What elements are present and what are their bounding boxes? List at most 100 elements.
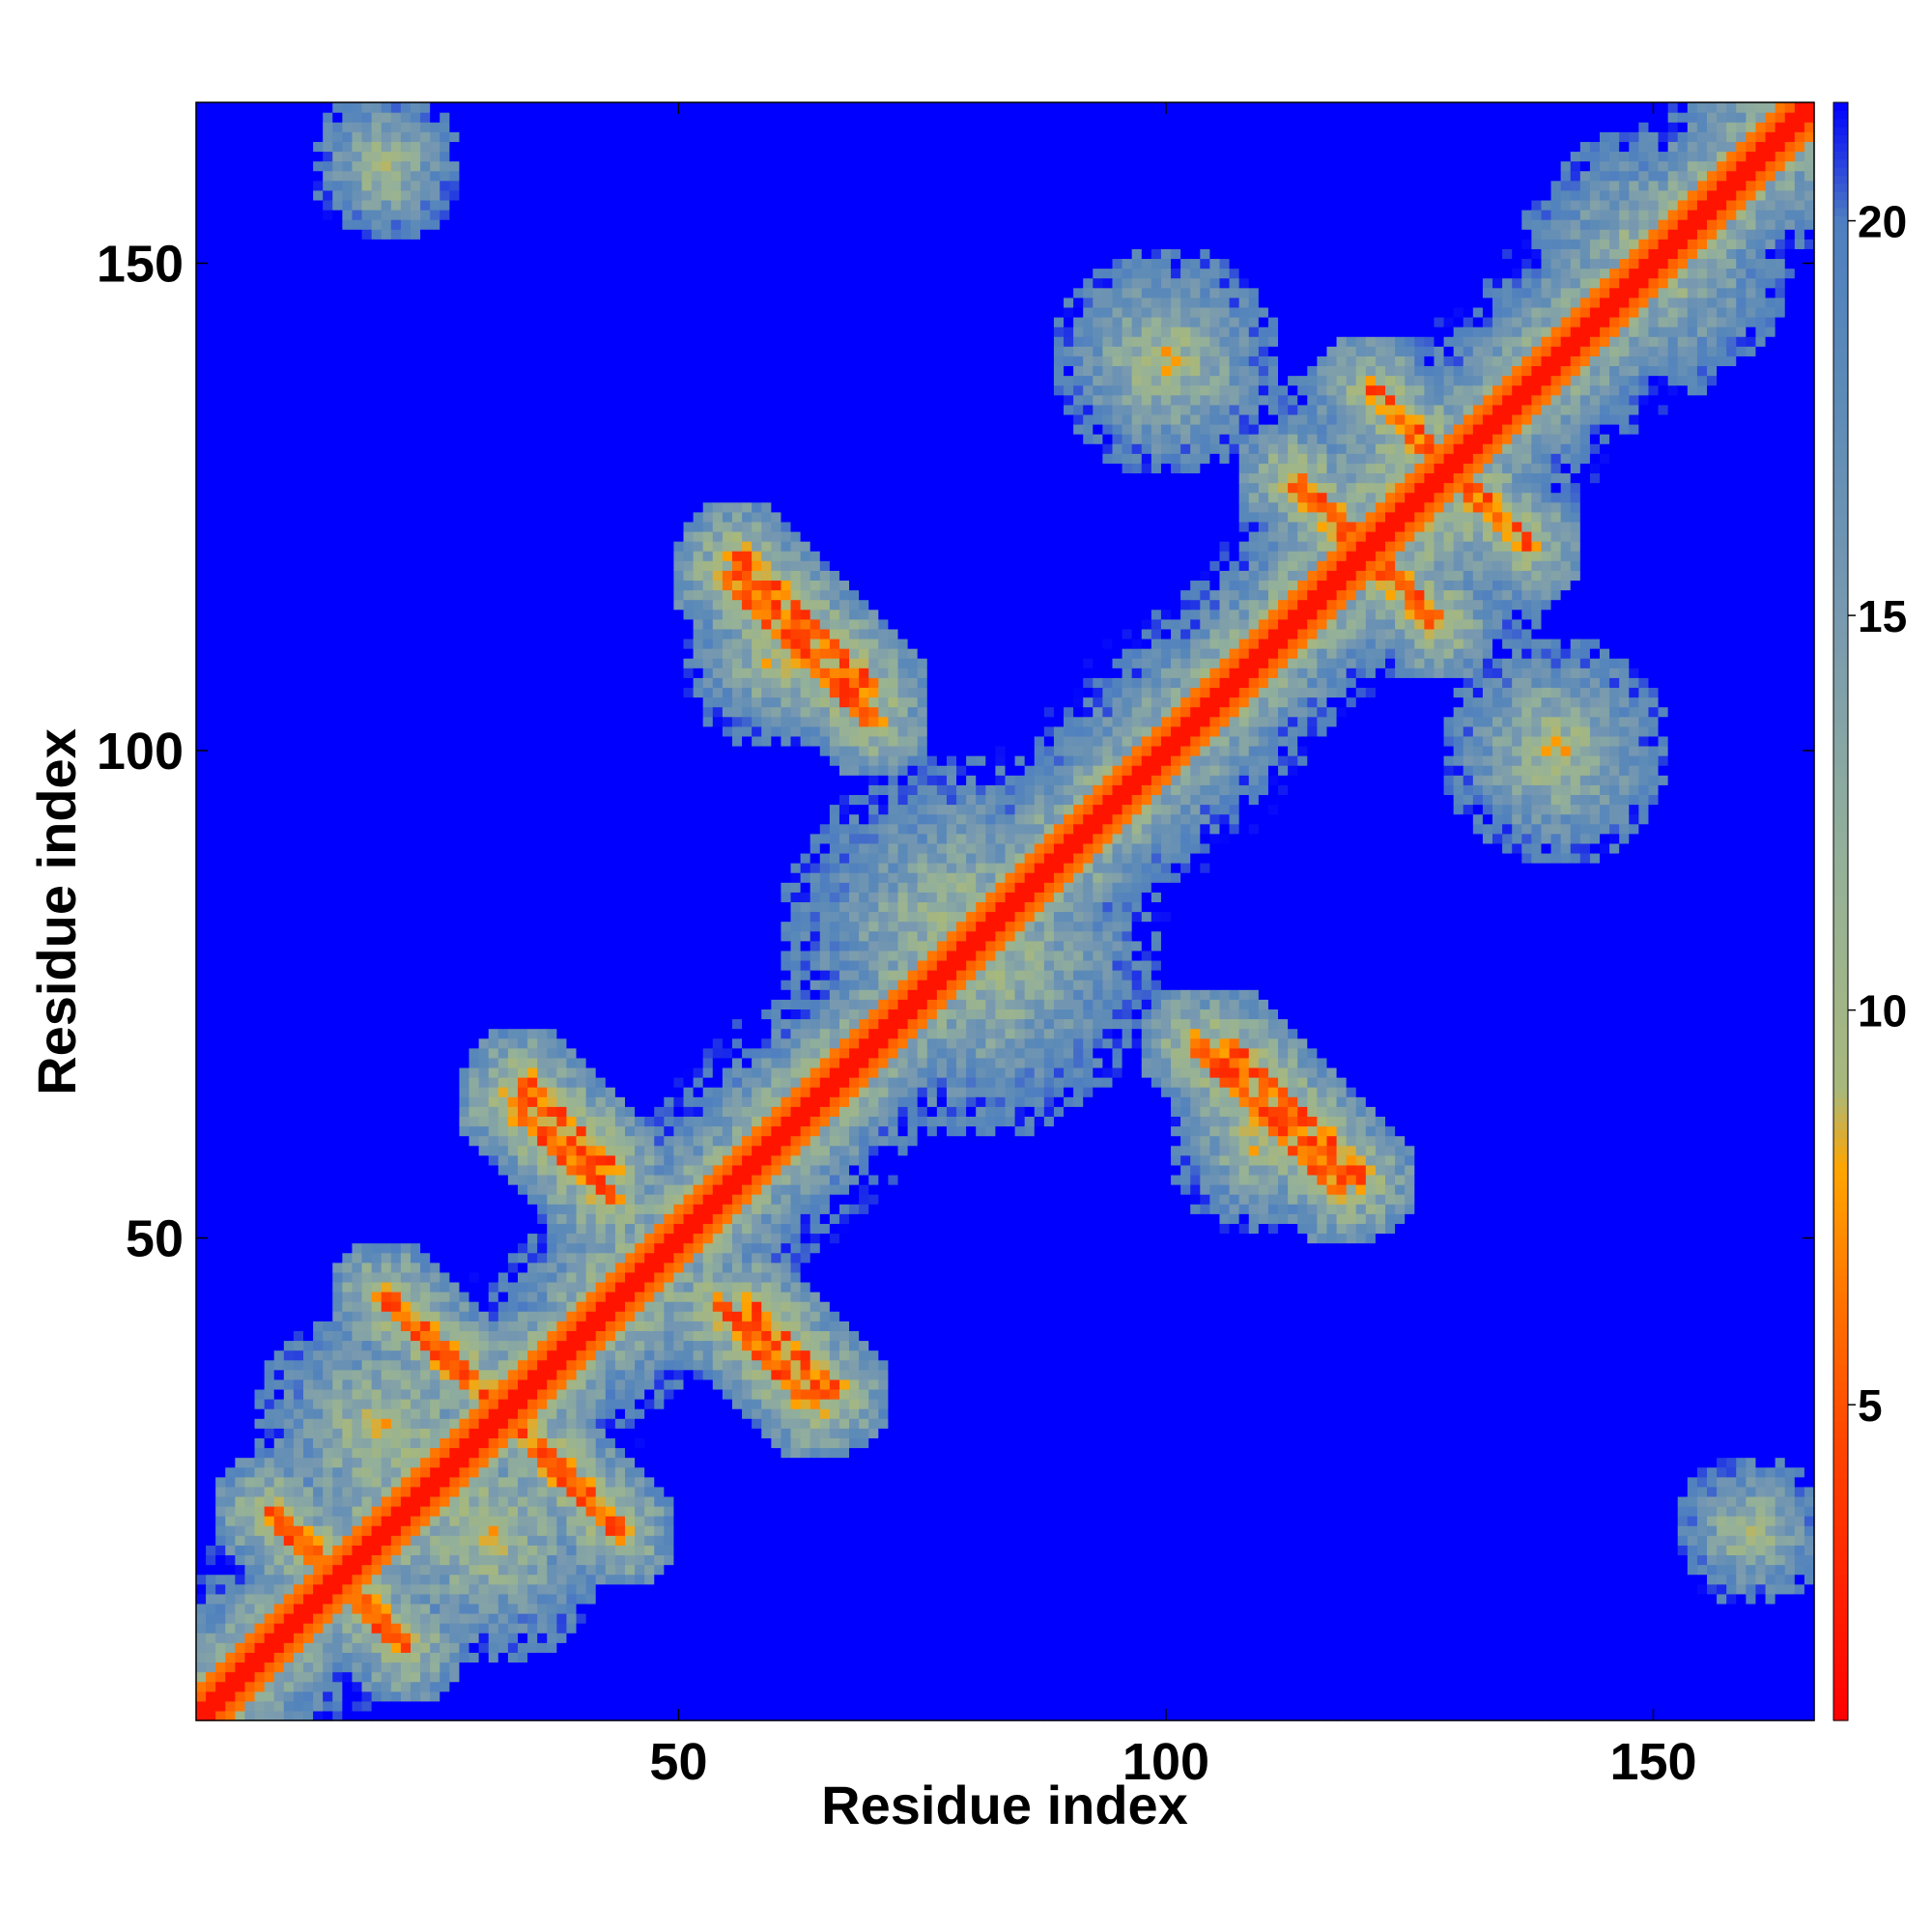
heatmap-cell xyxy=(215,229,226,240)
heatmap-cell xyxy=(420,1155,431,1166)
heatmap-cell xyxy=(342,502,353,513)
heatmap-cell xyxy=(352,443,362,454)
heatmap-cell xyxy=(440,1604,450,1614)
heatmap-cell xyxy=(265,434,275,444)
heatmap-cell xyxy=(342,1652,353,1662)
heatmap-cell xyxy=(313,1575,324,1585)
heatmap-cell xyxy=(372,629,383,639)
heatmap-cell xyxy=(244,697,255,708)
heatmap-cell xyxy=(459,434,469,444)
heatmap-cell xyxy=(469,668,480,678)
heatmap-cell xyxy=(411,1399,421,1409)
heatmap-cell xyxy=(391,1330,402,1341)
heatmap-cell xyxy=(196,161,207,172)
heatmap-cell xyxy=(255,1009,266,1019)
heatmap-cell xyxy=(255,1184,266,1195)
heatmap-cell xyxy=(294,755,304,766)
heatmap-cell xyxy=(411,1623,421,1634)
heatmap-cell xyxy=(274,843,285,854)
heatmap-cell xyxy=(352,1048,362,1059)
heatmap-cell xyxy=(235,1642,245,1653)
heatmap-cell xyxy=(352,1691,362,1702)
heatmap-cell xyxy=(420,531,431,542)
heatmap-cell xyxy=(215,931,226,942)
heatmap-cell xyxy=(303,717,314,727)
heatmap-cell xyxy=(206,1623,216,1634)
heatmap-cell xyxy=(382,901,392,912)
heatmap-cell xyxy=(469,570,480,581)
heatmap-cell xyxy=(294,1038,304,1049)
heatmap-cell xyxy=(362,307,373,318)
heatmap-cell xyxy=(459,1096,469,1107)
heatmap-cell xyxy=(372,658,383,668)
heatmap-cell xyxy=(332,863,343,873)
heatmap-cell xyxy=(430,1584,440,1595)
heatmap-cell xyxy=(352,922,362,932)
heatmap-cell xyxy=(372,219,383,230)
heatmap-cell xyxy=(303,1292,314,1302)
heatmap-cell xyxy=(235,1155,245,1166)
heatmap-cell xyxy=(342,1633,353,1643)
heatmap-cell xyxy=(274,1165,285,1176)
heatmap-cell xyxy=(215,610,226,620)
heatmap-cell xyxy=(255,1584,266,1595)
heatmap-cell xyxy=(244,210,255,220)
heatmap-cell xyxy=(332,190,343,201)
heatmap-cell xyxy=(401,1223,412,1234)
heatmap-cell xyxy=(489,1594,499,1605)
heatmap-cell xyxy=(265,648,275,659)
heatmap-cell xyxy=(332,278,343,289)
heatmap-cell xyxy=(196,346,207,356)
heatmap-cell xyxy=(372,707,383,718)
heatmap-cell xyxy=(459,1009,469,1019)
heatmap-cell xyxy=(303,843,314,854)
heatmap-cell xyxy=(449,278,460,289)
heatmap-cell xyxy=(332,922,343,932)
heatmap-cell xyxy=(342,784,353,795)
heatmap-cell xyxy=(206,960,216,971)
heatmap-cell xyxy=(430,502,440,513)
heatmap-cell xyxy=(411,1106,421,1117)
heatmap-cell xyxy=(215,1321,226,1331)
heatmap-cell xyxy=(303,200,314,211)
heatmap-cell xyxy=(459,1389,469,1400)
heatmap-cell xyxy=(274,1701,285,1712)
heatmap-cell xyxy=(196,1604,207,1614)
heatmap-cell xyxy=(332,1525,343,1536)
heatmap-cell xyxy=(372,317,383,327)
heatmap-cell xyxy=(420,1272,431,1283)
heatmap-cell xyxy=(244,1125,255,1136)
heatmap-cell xyxy=(382,385,392,396)
heatmap-cell xyxy=(342,551,353,561)
heatmap-cell xyxy=(225,941,236,952)
heatmap-cell xyxy=(294,239,304,249)
heatmap-cell xyxy=(440,1487,450,1497)
heatmap-cell xyxy=(391,1213,402,1224)
heatmap-cell xyxy=(420,901,431,912)
heatmap-cell xyxy=(382,472,392,483)
heatmap-cell xyxy=(235,1682,245,1692)
heatmap-cell xyxy=(420,980,431,990)
heatmap-cell xyxy=(235,1340,245,1350)
heatmap-cell xyxy=(255,1506,266,1517)
heatmap-cell xyxy=(342,1711,353,1721)
heatmap-cell xyxy=(342,1554,353,1565)
heatmap-cell xyxy=(382,248,392,259)
heatmap-cell xyxy=(479,219,490,230)
heatmap-cell xyxy=(265,1194,275,1205)
heatmap-cell xyxy=(274,1018,285,1029)
heatmap-cell xyxy=(411,707,421,718)
heatmap-cell xyxy=(401,560,412,571)
heatmap-cell xyxy=(225,1194,236,1205)
heatmap-cell xyxy=(440,1292,450,1302)
heatmap-cell xyxy=(255,814,266,825)
heatmap-cell xyxy=(342,1672,353,1683)
heatmap-cell xyxy=(469,610,480,620)
heatmap-cell xyxy=(382,1311,392,1321)
heatmap-cell xyxy=(391,1399,402,1409)
heatmap-cell xyxy=(391,1292,402,1302)
heatmap-cell xyxy=(196,443,207,454)
heatmap-cell xyxy=(235,1672,245,1683)
heatmap-cell xyxy=(196,1077,207,1088)
heatmap-cell xyxy=(342,288,353,298)
